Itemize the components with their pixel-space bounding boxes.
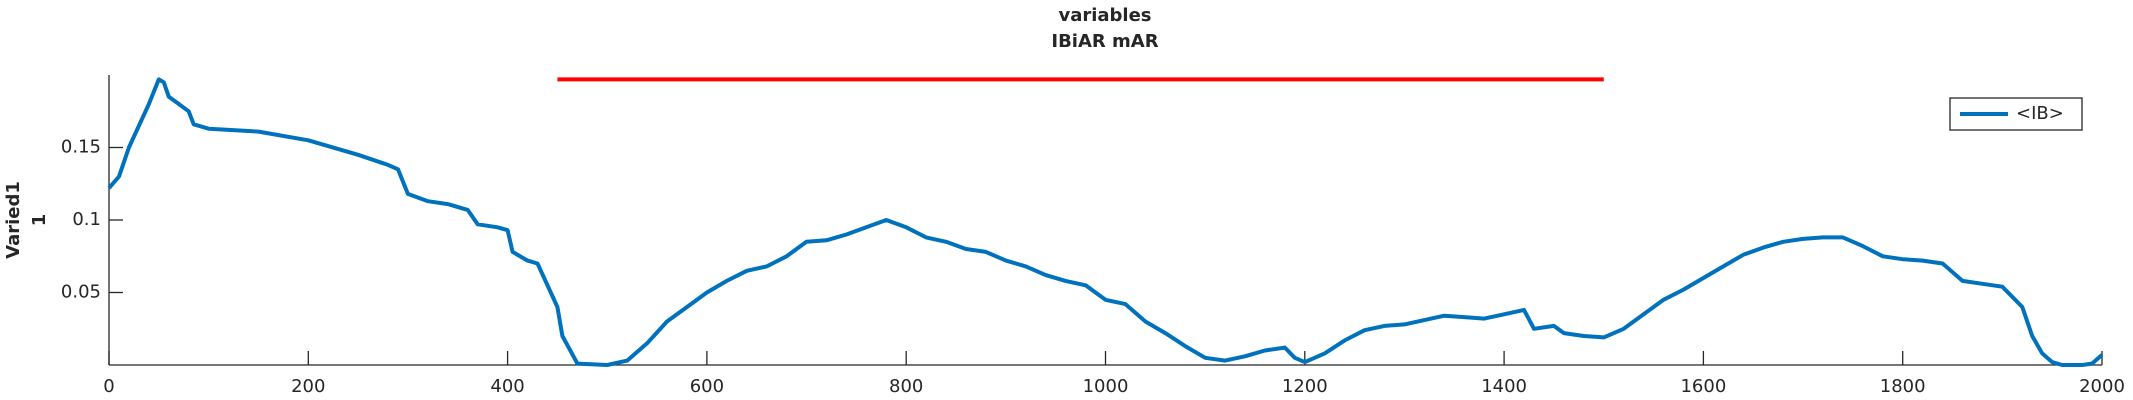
x-tick-label: 1800: [1880, 376, 1926, 397]
chart-title: variables: [1058, 5, 1151, 26]
x-tick-label: 200: [291, 376, 325, 397]
x-tick-label: 1000: [1083, 376, 1129, 397]
y-axis-label: 1: [29, 214, 50, 227]
x-tick-label: 800: [889, 376, 923, 397]
x-tick-label: 1600: [1680, 376, 1726, 397]
data-line: [107, 77, 2104, 367]
x-tick-label: 0: [103, 376, 114, 397]
x-tick-label: 2000: [2079, 376, 2125, 397]
x-tick-label: 600: [690, 376, 724, 397]
x-tick-label: 1400: [1481, 376, 1527, 397]
x-tick-label: 400: [490, 376, 524, 397]
legend-label: <IB>: [2016, 103, 2064, 124]
chart-title: IBiAR mAR: [1051, 31, 1158, 52]
x-tick-label: 1200: [1282, 376, 1328, 397]
y-tick-label: 0.15: [61, 137, 101, 158]
y-axis-label: Varied1: [3, 181, 24, 259]
y-tick-label: 0.05: [61, 282, 101, 303]
y-tick-label: 0.1: [72, 209, 101, 230]
